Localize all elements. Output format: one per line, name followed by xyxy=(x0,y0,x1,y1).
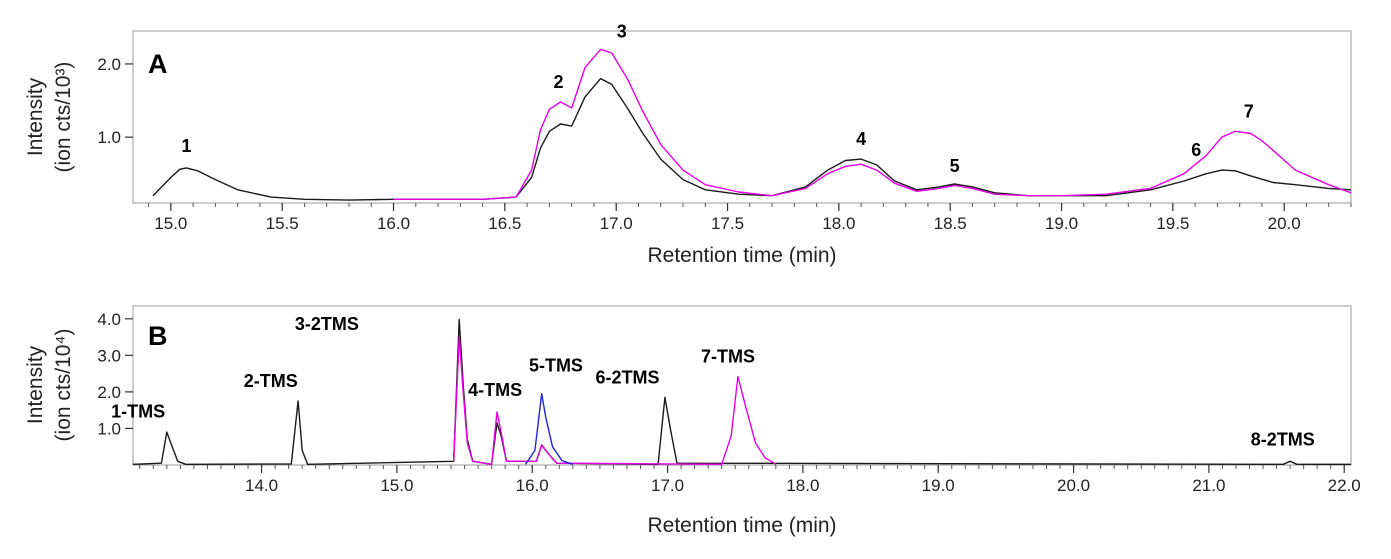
panel-a-y-label-line1: Intensity xyxy=(24,77,47,156)
panel-b-x-label: Retention time (min) xyxy=(647,514,836,537)
b-x-tick-label: 22.0 xyxy=(1328,476,1361,495)
peak-label-8-2tms: 8-2TMS xyxy=(1251,429,1315,449)
panel-b-y-axis: 1.0 2.0 3.0 4.0 xyxy=(97,310,133,438)
peak-label-5-tms: 5-TMS xyxy=(529,356,583,376)
panel-a: A 15.0 15.5 16.0 16.5 17.0 17.5 18.0 18.5 19.0 19… xyxy=(24,21,1352,267)
panel-b-series xyxy=(132,318,1351,465)
b-x-tick-label: 17.0 xyxy=(651,476,684,495)
panel-a-peak-labels: 1 2 3 4 5 6 7 xyxy=(181,21,1253,176)
peak-label-2-tms: 2-TMS xyxy=(244,371,298,391)
panel-b-frame xyxy=(132,305,1352,466)
peak-label-1: 1 xyxy=(181,136,191,156)
b-y-tick-label: 1.0 xyxy=(97,419,121,438)
peak-label-7: 7 xyxy=(1244,101,1254,121)
b-x-tick-label: 18.0 xyxy=(786,476,819,495)
peak-label-7-tms: 7-TMS xyxy=(701,347,755,367)
b-x-tick-label: 20.0 xyxy=(1057,476,1090,495)
panel-b-letter: B xyxy=(148,321,168,351)
a-x-tick-label: 16.5 xyxy=(488,214,521,233)
a-x-tick-label: 17.0 xyxy=(600,214,633,233)
panel-a-x-axis: 15.0 15.5 16.0 16.5 17.0 17.5 18.0 18.5 19.0 19.5… xyxy=(148,203,1352,233)
panel-a-letter: A xyxy=(148,49,168,79)
a-x-tick-label: 19.5 xyxy=(1156,214,1189,233)
panel-a-x-label: Retention time (min) xyxy=(647,244,836,267)
a-x-tick-label: 16.0 xyxy=(377,214,410,233)
a-x-tick-label: 18.5 xyxy=(934,214,967,233)
a-y-tick-label: 1.0 xyxy=(97,128,121,147)
peak-label-6-2tms: 6-2TMS xyxy=(596,367,660,387)
peak-label-6: 6 xyxy=(1191,140,1201,160)
a-y-tick-label: 2.0 xyxy=(97,55,121,74)
b-x-tick-label: 15.0 xyxy=(380,476,413,495)
a-x-tick-label: 20.0 xyxy=(1268,214,1301,233)
b-y-tick-label: 3.0 xyxy=(97,346,121,365)
a-x-tick-label: 15.0 xyxy=(154,214,187,233)
a-x-tick-label: 19.0 xyxy=(1045,214,1078,233)
a-series-black xyxy=(152,77,1352,201)
a-x-tick-label: 17.5 xyxy=(711,214,744,233)
a-x-tick-label: 18.0 xyxy=(822,214,855,233)
peak-label-3: 3 xyxy=(617,21,627,41)
peak-label-2: 2 xyxy=(554,72,564,92)
panel-a-y-label-line2: (ion cts/10³) xyxy=(52,62,75,173)
b-x-tick-label: 14.0 xyxy=(245,476,278,495)
panel-b-y-label-line2: (ion cts/10⁴) xyxy=(52,329,75,442)
panel-b: B 14.0 15.0 16.0 17.0 18.0 19.0 20.0 21.0 22.0 1… xyxy=(24,305,1361,537)
peak-label-1-tms: 1-TMS xyxy=(111,401,165,421)
peak-label-4: 4 xyxy=(856,129,866,149)
b-y-tick-label: 2.0 xyxy=(97,383,121,402)
b-x-tick-label: 16.0 xyxy=(516,476,549,495)
a-x-tick-label: 15.5 xyxy=(266,214,299,233)
b-series-blue xyxy=(524,393,574,465)
b-y-tick-label: 4.0 xyxy=(97,310,121,329)
panel-a-frame xyxy=(132,30,1352,204)
panel-a-y-axis: 1.0 2.0 xyxy=(97,55,133,147)
peak-label-3-2tms: 3-2TMS xyxy=(295,314,359,334)
b-x-tick-label: 19.0 xyxy=(922,476,955,495)
peak-label-4-tms: 4-TMS xyxy=(468,380,522,400)
b-series-magenta xyxy=(453,336,777,465)
panel-b-x-axis: 14.0 15.0 16.0 17.0 18.0 19.0 20.0 21.0 22.0 xyxy=(139,465,1361,495)
panel-b-y-label-line1: Intensity xyxy=(24,345,47,424)
b-x-tick-label: 21.0 xyxy=(1192,476,1225,495)
panel-a-series xyxy=(152,48,1352,201)
peak-label-5: 5 xyxy=(950,156,960,176)
a-series-magenta xyxy=(393,48,1352,200)
panel-b-peak-labels: 1-TMS 2-TMS 3-2TMS 4-TMS 5-TMS 6-2TMS 7-TMS 8-2… xyxy=(111,314,1315,450)
